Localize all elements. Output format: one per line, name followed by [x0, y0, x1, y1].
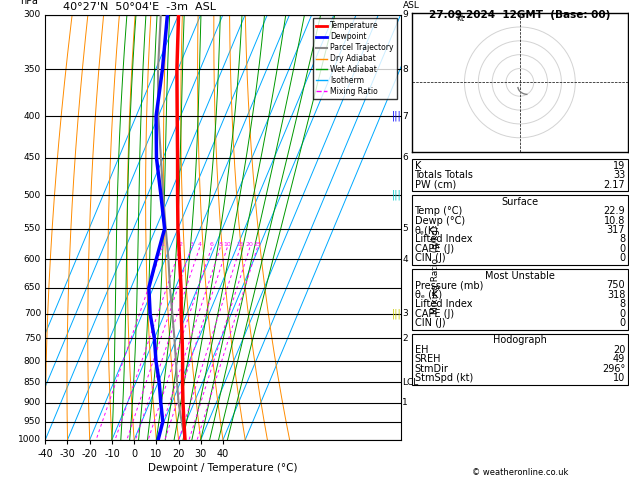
Text: Pressure (mb): Pressure (mb): [415, 280, 483, 290]
Text: 318: 318: [607, 290, 625, 300]
Text: 850: 850: [24, 378, 41, 387]
Text: 2.17: 2.17: [604, 180, 625, 190]
Text: Hodograph: Hodograph: [493, 335, 547, 346]
Text: 317: 317: [607, 225, 625, 235]
Text: 20: 20: [246, 243, 254, 247]
Text: Lifted Index: Lifted Index: [415, 235, 472, 244]
Text: CAPE (J): CAPE (J): [415, 309, 454, 319]
Text: K: K: [415, 161, 421, 171]
Text: 300: 300: [24, 10, 41, 19]
Text: 1: 1: [403, 398, 408, 407]
Text: 19: 19: [613, 161, 625, 171]
Text: 0: 0: [619, 244, 625, 254]
Text: |||: |||: [391, 190, 401, 200]
Text: 8: 8: [619, 299, 625, 309]
Text: 6: 6: [209, 243, 213, 247]
Text: 0: 0: [619, 254, 625, 263]
Text: 950: 950: [24, 417, 41, 426]
Text: StmSpd (kt): StmSpd (kt): [415, 373, 473, 383]
Legend: Temperature, Dewpoint, Parcel Trajectory, Dry Adiabat, Wet Adiabat, Isotherm, Mi: Temperature, Dewpoint, Parcel Trajectory…: [313, 18, 397, 99]
Text: |||: |||: [391, 111, 401, 122]
Text: Temp (°C): Temp (°C): [415, 206, 463, 216]
Text: 8: 8: [403, 65, 408, 73]
Text: LCL: LCL: [403, 378, 419, 387]
Text: 15: 15: [237, 243, 244, 247]
Text: 500: 500: [24, 191, 41, 200]
Text: |||: |||: [391, 309, 401, 319]
Text: 8: 8: [218, 243, 222, 247]
Text: 9: 9: [403, 10, 408, 19]
Text: 800: 800: [24, 357, 41, 365]
Text: θₑ (K): θₑ (K): [415, 290, 442, 300]
Text: hPa: hPa: [20, 0, 38, 6]
Text: 40°27'N  50°04'E  -3m  ASL: 40°27'N 50°04'E -3m ASL: [63, 2, 216, 13]
X-axis label: Dewpoint / Temperature (°C): Dewpoint / Temperature (°C): [148, 463, 298, 473]
Text: 350: 350: [24, 65, 41, 73]
Text: 296°: 296°: [602, 364, 625, 374]
Text: PW (cm): PW (cm): [415, 180, 456, 190]
Text: 600: 600: [24, 255, 41, 264]
Text: 22.9: 22.9: [604, 206, 625, 216]
Text: Most Unstable: Most Unstable: [485, 271, 555, 281]
Text: 2: 2: [179, 243, 182, 247]
Text: 25: 25: [253, 243, 262, 247]
Text: θₑ(K): θₑ(K): [415, 225, 438, 235]
Text: 10: 10: [223, 243, 231, 247]
Text: 1000: 1000: [18, 435, 41, 444]
Text: 10: 10: [613, 373, 625, 383]
Text: 5: 5: [403, 224, 408, 233]
Text: 33: 33: [613, 171, 625, 180]
Text: EH: EH: [415, 345, 428, 355]
Text: 900: 900: [24, 398, 41, 407]
Text: 3: 3: [189, 243, 194, 247]
Text: 1: 1: [160, 243, 164, 247]
Text: ASL: ASL: [403, 1, 420, 10]
Text: 400: 400: [24, 112, 41, 121]
Text: 750: 750: [606, 280, 625, 290]
Text: CIN (J): CIN (J): [415, 254, 445, 263]
Text: 700: 700: [24, 310, 41, 318]
Text: 10.8: 10.8: [604, 216, 625, 226]
Text: 6: 6: [403, 153, 408, 162]
Text: 0: 0: [619, 309, 625, 319]
Text: 550: 550: [24, 224, 41, 233]
Text: kt: kt: [456, 15, 464, 23]
Text: Mixing Ratio  (g/kg): Mixing Ratio (g/kg): [431, 226, 440, 314]
Text: Dewp (°C): Dewp (°C): [415, 216, 465, 226]
Text: 4: 4: [403, 255, 408, 264]
Text: Totals Totals: Totals Totals: [415, 171, 474, 180]
Text: CIN (J): CIN (J): [415, 318, 445, 328]
Text: © weatheronline.co.uk: © weatheronline.co.uk: [472, 468, 568, 477]
Text: 8: 8: [619, 235, 625, 244]
Text: StmDir: StmDir: [415, 364, 448, 374]
Text: 450: 450: [24, 153, 41, 162]
Text: CAPE (J): CAPE (J): [415, 244, 454, 254]
Text: 750: 750: [24, 334, 41, 343]
Text: 3: 3: [403, 310, 408, 318]
Text: 650: 650: [24, 283, 41, 292]
Text: SREH: SREH: [415, 354, 441, 364]
Text: 7: 7: [403, 112, 408, 121]
Text: 27.09.2024  12GMT  (Base: 00): 27.09.2024 12GMT (Base: 00): [429, 10, 611, 20]
Text: 0: 0: [619, 318, 625, 328]
Text: 4: 4: [198, 243, 202, 247]
Text: 49: 49: [613, 354, 625, 364]
Text: Lifted Index: Lifted Index: [415, 299, 472, 309]
Text: 2: 2: [403, 334, 408, 343]
Text: 20: 20: [613, 345, 625, 355]
Text: Surface: Surface: [501, 197, 538, 207]
